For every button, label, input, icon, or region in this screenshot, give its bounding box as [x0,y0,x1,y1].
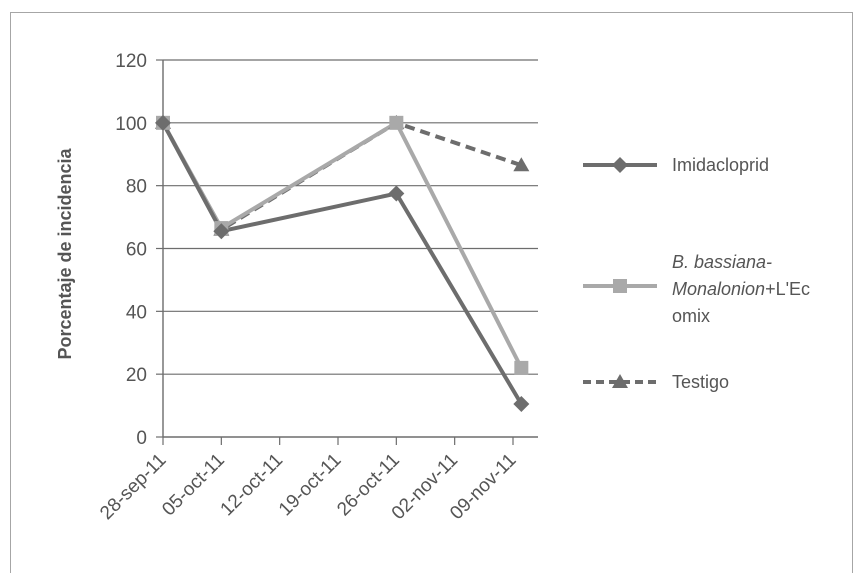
legend-label: omix [672,306,710,326]
y-tick-label: 80 [126,177,147,198]
legend: Imidacloprid B. bassiana- Monalonion+L'Ec o… [583,155,810,392]
y-tick-label: 40 [126,302,147,323]
legend-marker-square [613,279,627,293]
series-lines [161,120,524,406]
y-tick-label: 60 [126,240,147,261]
data-point-square [514,360,529,375]
gridlines [163,59,538,375]
data-point-triangle [513,157,530,172]
x-tick-label: 28-sep-11 [96,450,170,524]
y-axis-label: Porcentaje de incidencia [55,147,75,359]
legend-label: Testigo [672,372,729,392]
legend-marker-diamond [612,157,628,173]
series-line [161,121,524,406]
data-point-diamond [513,396,530,413]
y-tick-label: 0 [136,428,147,449]
legend-label: B. bassiana- [672,252,772,272]
x-tick-label: 05-oct-11 [158,450,229,521]
data-point-diamond [388,185,405,202]
series-line [161,120,524,369]
x-tick-label: 12-oct-11 [217,450,288,521]
data-point-diamond [155,114,171,131]
x-tick-label: 19-oct-11 [275,450,346,521]
chart-frame [10,12,853,573]
y-tick-label: 100 [115,114,147,135]
data-point-diamond [213,223,230,240]
series-markers [155,114,530,413]
y-tick-label: 20 [126,365,147,386]
legend-label: Imidacloprid [672,155,769,175]
legend-marker-triangle [612,374,628,388]
y-tick-label: 120 [115,51,147,72]
legend-label: Monalonion+L'Ec [672,279,810,299]
series-line [161,120,522,232]
data-point-square [389,115,404,130]
